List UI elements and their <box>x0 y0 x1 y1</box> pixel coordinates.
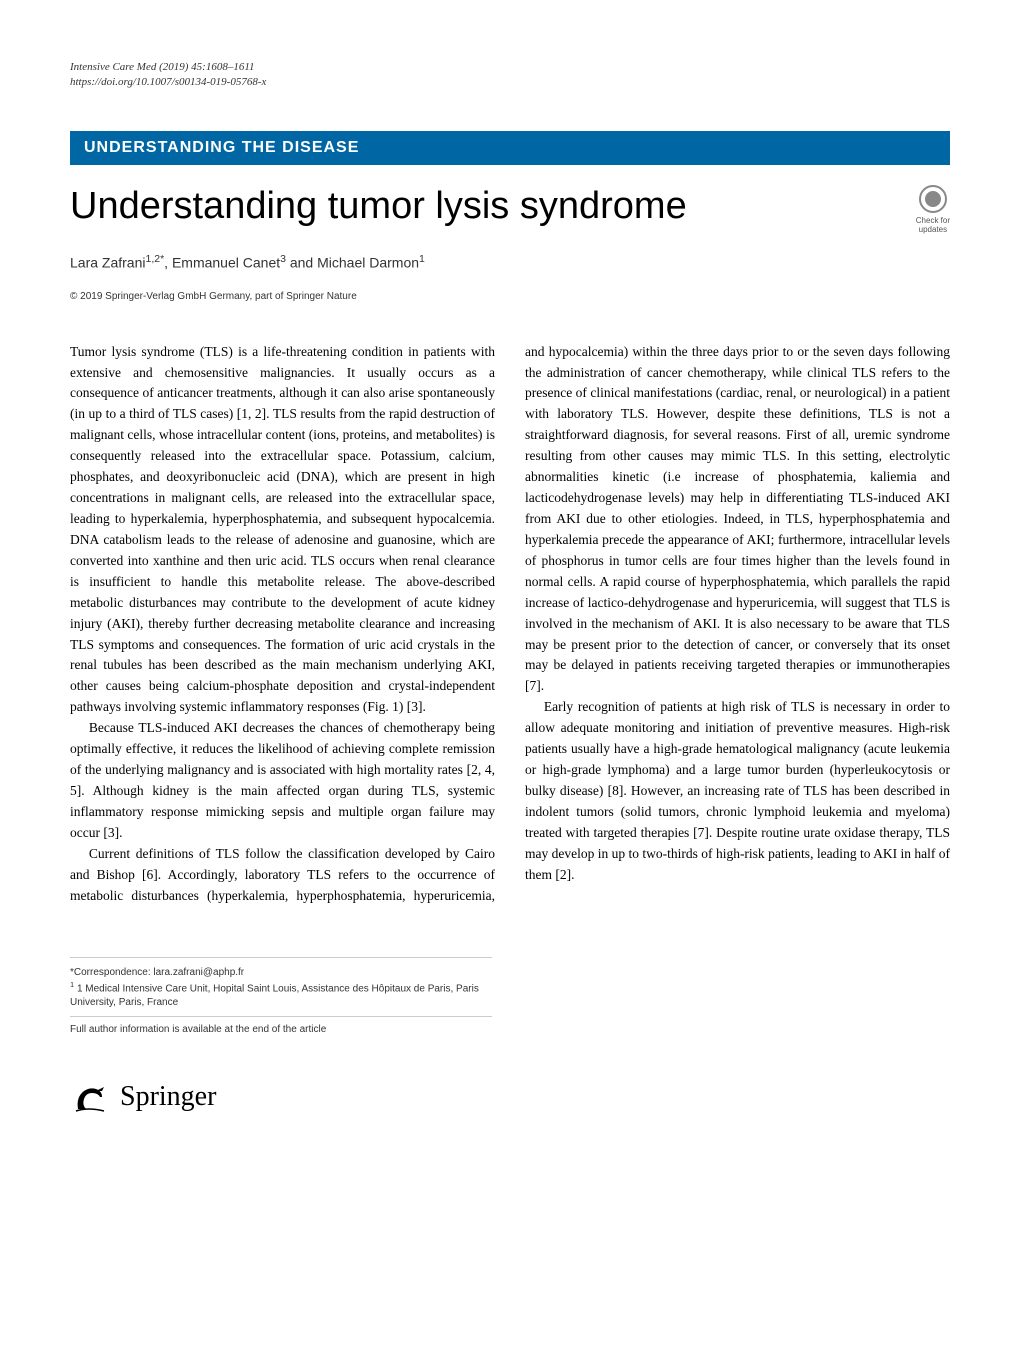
section-banner: UNDERSTANDING THE DISEASE <box>70 131 950 165</box>
full-author-info: Full author information is available at … <box>70 1023 492 1037</box>
paragraph-1: Tumor lysis syndrome (TLS) is a life-thr… <box>70 342 495 719</box>
title-row: Understanding tumor lysis syndrome Check… <box>70 185 950 235</box>
page-title: Understanding tumor lysis syndrome <box>70 185 687 228</box>
check-updates-line2: updates <box>916 225 950 235</box>
doi-line: https://doi.org/10.1007/s00134-019-05768… <box>70 75 950 90</box>
paragraph-4: Early recognition of patients at high ri… <box>525 697 950 885</box>
paragraph-2: Because TLS-induced AKI decreases the ch… <box>70 718 495 844</box>
correspondence: *Correspondence: lara.zafrani@aphp.fr <box>70 966 492 980</box>
check-updates-badge[interactable]: Check for updates <box>916 185 950 235</box>
springer-branding: Springer <box>70 1077 950 1117</box>
copyright: © 2019 Springer-Verlag GmbH Germany, par… <box>70 291 950 302</box>
check-updates-icon <box>919 185 947 213</box>
journal-line: Intensive Care Med (2019) 45:1608–1611 <box>70 60 950 75</box>
springer-text: Springer <box>120 1081 216 1113</box>
affiliation-text: 1 Medical Intensive Care Unit, Hopital S… <box>70 983 479 1008</box>
springer-horse-icon <box>70 1077 110 1117</box>
header-meta: Intensive Care Med (2019) 45:1608–1611 h… <box>70 60 950 91</box>
body-text: Tumor lysis syndrome (TLS) is a life-thr… <box>70 342 950 907</box>
check-updates-line1: Check for <box>916 216 950 226</box>
footer-block: *Correspondence: lara.zafrani@aphp.fr 1 … <box>70 957 492 1037</box>
authors: Lara Zafrani1,2*, Emmanuel Canet3 and Mi… <box>70 253 950 271</box>
affiliation: 1 1 Medical Intensive Care Unit, Hopital… <box>70 980 492 1010</box>
